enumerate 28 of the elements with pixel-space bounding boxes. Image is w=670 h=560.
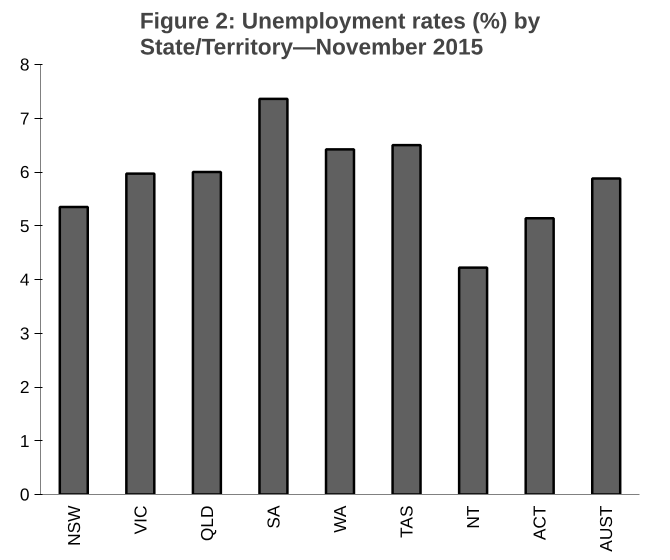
y-tick-label: 8: [20, 54, 30, 74]
x-tick-label: WA: [330, 505, 350, 533]
bar: [524, 216, 555, 494]
bar: [192, 170, 222, 494]
x-tick-label: ACT: [530, 505, 550, 540]
bar: [324, 148, 356, 494]
x-tick-label: NSW: [64, 504, 84, 546]
bar: [391, 144, 422, 494]
bar: [258, 98, 289, 494]
x-tick-label: VIC: [130, 505, 150, 534]
chart-title: Figure 2: Unemployment rates (%) by State/Territory—November 2015: [140, 8, 541, 60]
y-tick-label: 5: [20, 216, 30, 236]
x-tick-label: AUST: [596, 505, 616, 552]
bar: [58, 206, 90, 494]
bar: [458, 266, 488, 494]
y-tick-label: 6: [20, 162, 30, 182]
bar: [590, 177, 622, 494]
x-tick-label: TAS: [396, 505, 417, 538]
x-tick-label: SA: [263, 505, 284, 529]
x-tick-label: NT: [463, 505, 484, 529]
y-tick-label: 2: [20, 377, 30, 397]
x-tick-label: QLD: [196, 505, 217, 542]
y-tick-label: 1: [20, 430, 30, 451]
y-tick-label: 0: [20, 484, 30, 504]
y-tick-label: 3: [20, 323, 30, 344]
y-tick-label: 4: [20, 270, 30, 290]
bar: [125, 172, 156, 494]
y-tick-label: 7: [20, 108, 30, 128]
